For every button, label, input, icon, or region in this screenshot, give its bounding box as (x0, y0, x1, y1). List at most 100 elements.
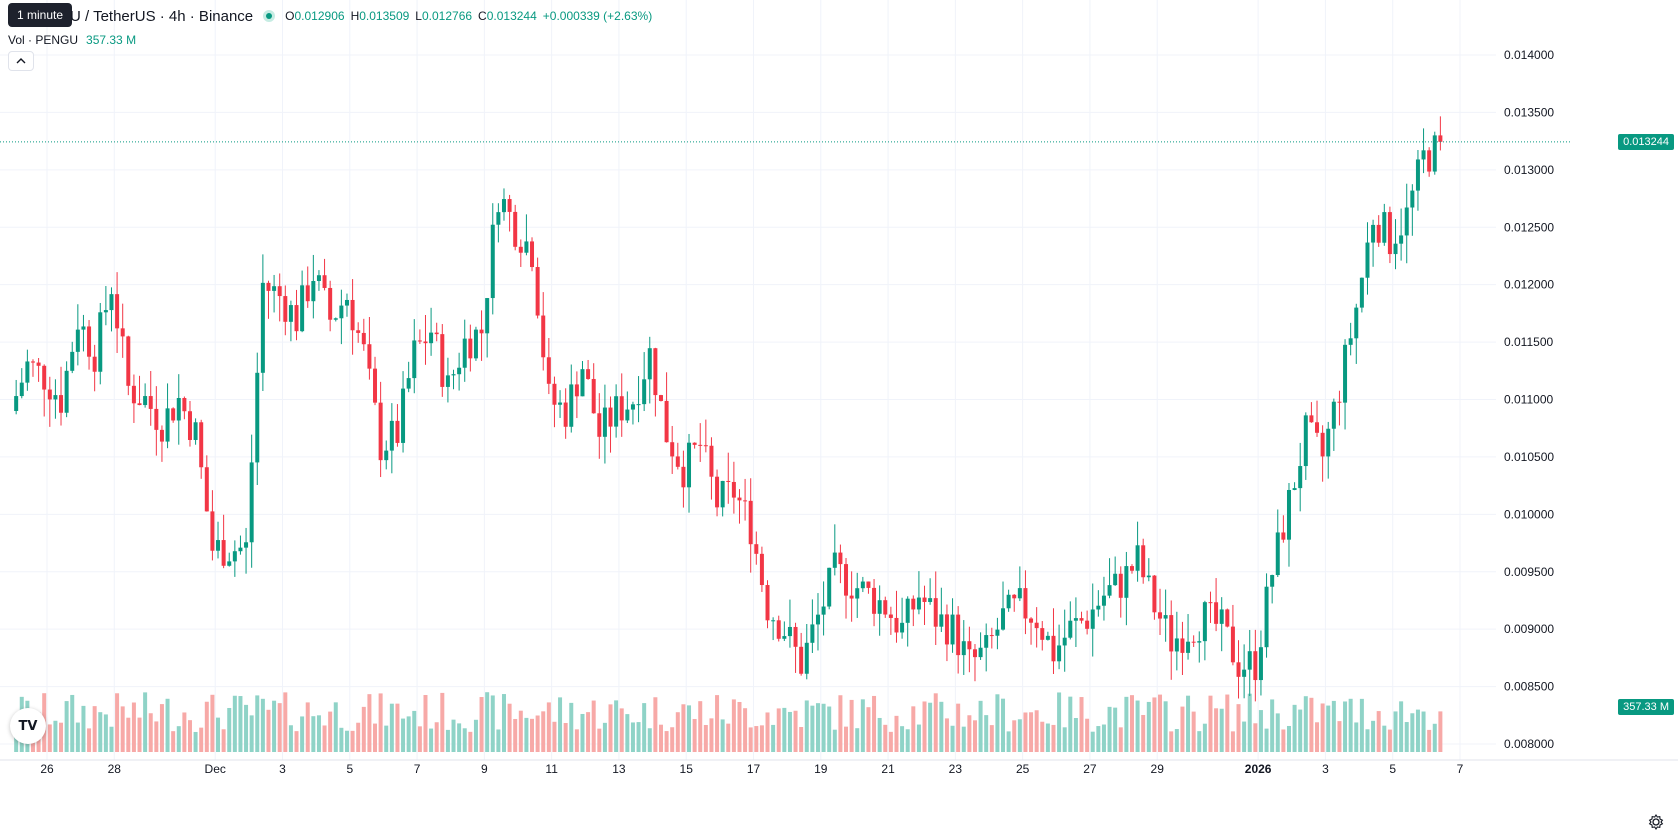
volume-bar (199, 727, 204, 752)
volume-bar (468, 731, 473, 752)
candle-body (961, 641, 966, 656)
collapse-legend-button[interactable] (8, 51, 34, 71)
volume-bar (64, 701, 69, 752)
candle-body (473, 329, 478, 359)
candle-body (199, 422, 204, 468)
candle-body (1242, 669, 1247, 677)
candle-body (451, 374, 456, 376)
candle-body (305, 285, 310, 302)
volume-bar (1253, 723, 1258, 752)
candle-body (894, 617, 899, 633)
volume-bar (636, 722, 641, 752)
candle-body (182, 398, 187, 412)
volume-label[interactable]: Vol · PENGU (8, 33, 79, 47)
candle-body (1034, 622, 1039, 629)
candle-body (395, 420, 400, 443)
candle-body (905, 598, 910, 623)
volume-bar (1101, 724, 1106, 752)
volume-bar (1303, 696, 1308, 752)
volume-bar (277, 703, 282, 752)
candle-body (1247, 651, 1252, 670)
volume-bar (731, 699, 736, 752)
volume-bar (687, 705, 692, 752)
candle-body (1124, 566, 1129, 598)
volume-bar (395, 703, 400, 752)
volume-bar (322, 725, 327, 752)
candle-body (401, 388, 406, 443)
volume-bar (210, 694, 215, 752)
volume-bar (1309, 697, 1314, 752)
price-candles (14, 116, 1443, 702)
volume-bar (675, 712, 680, 752)
volume-bar (614, 700, 619, 752)
volume-bar (580, 713, 585, 752)
volume-bar (288, 725, 293, 752)
candle-body (636, 404, 641, 406)
candle-body (703, 445, 708, 447)
candle-body (87, 326, 92, 357)
volume-bar (457, 723, 462, 752)
candle-body (563, 402, 568, 427)
candle-body (984, 635, 989, 648)
volume-bar (530, 718, 535, 752)
volume-bar (401, 718, 406, 752)
price-axis[interactable]: 0.014000 0.013500 0.013000 0.012500 0.012000… (1504, 48, 1554, 751)
volume-bar (1404, 722, 1409, 752)
candle-body (1230, 626, 1235, 663)
symbol-title[interactable]: U / TetherUS · 4h · Binance (70, 7, 254, 25)
candle-body (787, 626, 792, 637)
volume-bar (272, 700, 277, 752)
candle-body (967, 641, 972, 650)
candle-body (872, 587, 877, 614)
volume-bar (681, 704, 686, 752)
volume-bar (1062, 727, 1067, 752)
open-value: 0.012906 (294, 9, 345, 23)
volume-bar (1073, 718, 1078, 752)
volume-bar (866, 707, 871, 752)
volume-bar (445, 729, 450, 752)
volume-bar (771, 724, 776, 752)
volume-bar (1292, 704, 1297, 752)
candle-body (1057, 645, 1062, 662)
volume-bar (726, 723, 731, 752)
market-status-icon[interactable] (263, 10, 276, 22)
volume-bar (597, 728, 602, 752)
candle-body (1382, 212, 1387, 243)
candle-body (569, 384, 574, 427)
volume-bar (967, 715, 972, 752)
y-tick-label: 0.013500 (1504, 105, 1554, 119)
candle-body (1006, 594, 1011, 609)
volume-bar (1415, 709, 1420, 752)
candle-body (171, 408, 176, 421)
volume-bar (1029, 712, 1034, 752)
volume-bar (877, 717, 882, 752)
volume-bar (238, 696, 243, 752)
candle-body (664, 400, 669, 443)
y-tick-label: 0.011000 (1504, 393, 1553, 407)
volume-bar (815, 703, 820, 752)
candle-body (47, 389, 52, 400)
volume-bar (1124, 696, 1129, 752)
candle-body (159, 429, 164, 442)
volume-bar (1410, 713, 1415, 752)
candle-body (1017, 588, 1022, 599)
candle-body (457, 367, 462, 375)
candle-body (658, 395, 663, 401)
candle-body (860, 581, 865, 589)
time-axis[interactable]: 26 28 Dec 3 5 7 9 11 13 15 17 19 21 23 25 27 29 2026 3 5 7 (40, 762, 1463, 776)
volume-bar (602, 722, 607, 752)
volume-bar (1399, 701, 1404, 752)
settings-icon[interactable] (1648, 814, 1664, 830)
volume-bar (978, 700, 983, 752)
candle-body (361, 332, 366, 345)
volume-bar (1393, 711, 1398, 752)
volume-bar (1141, 714, 1146, 752)
candle-body (260, 282, 265, 373)
candle-body (120, 328, 125, 337)
tradingview-logo[interactable]: TV (10, 708, 46, 744)
volume-bar (944, 718, 949, 752)
candle-body (1365, 242, 1370, 278)
candle-body (64, 370, 69, 413)
candle-body (793, 626, 798, 647)
